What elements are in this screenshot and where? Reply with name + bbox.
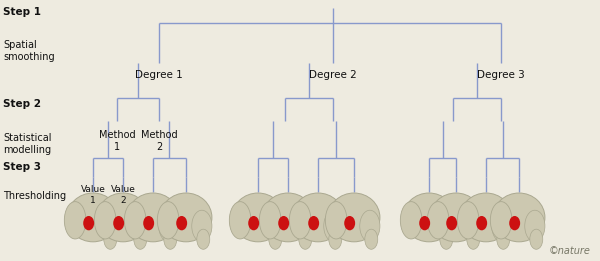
Text: Statistical
modelling: Statistical modelling <box>3 133 52 155</box>
Ellipse shape <box>467 229 480 249</box>
Ellipse shape <box>164 229 177 249</box>
Ellipse shape <box>344 216 355 230</box>
Text: Method
2: Method 2 <box>140 130 178 152</box>
Ellipse shape <box>492 210 512 242</box>
Text: Degree 2: Degree 2 <box>309 70 357 80</box>
Ellipse shape <box>460 193 512 242</box>
Ellipse shape <box>134 229 147 249</box>
Ellipse shape <box>127 193 179 242</box>
Ellipse shape <box>325 201 347 239</box>
Ellipse shape <box>262 193 314 242</box>
Ellipse shape <box>67 193 119 242</box>
Ellipse shape <box>248 216 259 230</box>
Text: Method
1: Method 1 <box>98 130 136 152</box>
Ellipse shape <box>292 193 344 242</box>
Ellipse shape <box>289 201 311 239</box>
Ellipse shape <box>176 216 187 230</box>
Ellipse shape <box>462 210 482 242</box>
Ellipse shape <box>83 216 94 230</box>
Ellipse shape <box>497 229 510 249</box>
Ellipse shape <box>99 210 119 242</box>
Ellipse shape <box>264 210 284 242</box>
Text: Step 2: Step 2 <box>3 99 41 109</box>
Text: Spatial
smoothing: Spatial smoothing <box>3 40 55 62</box>
Ellipse shape <box>192 210 212 242</box>
Ellipse shape <box>159 210 179 242</box>
Ellipse shape <box>400 201 422 239</box>
Ellipse shape <box>94 201 116 239</box>
Ellipse shape <box>299 229 312 249</box>
Ellipse shape <box>403 193 455 242</box>
Ellipse shape <box>525 210 545 242</box>
Ellipse shape <box>490 201 512 239</box>
Ellipse shape <box>97 193 149 242</box>
Text: Thresholding: Thresholding <box>3 191 66 200</box>
Text: ©nature: ©nature <box>549 246 591 256</box>
Ellipse shape <box>329 229 342 249</box>
Ellipse shape <box>294 210 314 242</box>
Ellipse shape <box>446 216 457 230</box>
Ellipse shape <box>430 193 482 242</box>
Ellipse shape <box>476 216 487 230</box>
Text: Value
2: Value 2 <box>110 185 136 205</box>
Ellipse shape <box>229 201 251 239</box>
Ellipse shape <box>427 201 449 239</box>
Ellipse shape <box>457 201 479 239</box>
Ellipse shape <box>493 193 545 242</box>
Text: Degree 3: Degree 3 <box>477 70 525 80</box>
Ellipse shape <box>269 229 282 249</box>
Ellipse shape <box>365 229 378 249</box>
Ellipse shape <box>328 193 380 242</box>
Ellipse shape <box>324 210 344 242</box>
Ellipse shape <box>530 229 543 249</box>
Ellipse shape <box>232 193 284 242</box>
Ellipse shape <box>509 216 520 230</box>
Ellipse shape <box>143 216 154 230</box>
Ellipse shape <box>197 229 210 249</box>
Text: Degree 1: Degree 1 <box>135 70 183 80</box>
Ellipse shape <box>419 216 430 230</box>
Ellipse shape <box>308 216 319 230</box>
Ellipse shape <box>259 201 281 239</box>
Ellipse shape <box>435 210 455 242</box>
Ellipse shape <box>157 201 179 239</box>
Ellipse shape <box>64 201 86 239</box>
Ellipse shape <box>129 210 149 242</box>
Text: Step 1: Step 1 <box>3 7 41 16</box>
Ellipse shape <box>278 216 289 230</box>
Ellipse shape <box>440 229 453 249</box>
Text: Value
1: Value 1 <box>80 185 106 205</box>
Ellipse shape <box>360 210 380 242</box>
Text: Step 3: Step 3 <box>3 162 41 172</box>
Ellipse shape <box>124 201 146 239</box>
Ellipse shape <box>113 216 124 230</box>
Ellipse shape <box>104 229 117 249</box>
Ellipse shape <box>160 193 212 242</box>
